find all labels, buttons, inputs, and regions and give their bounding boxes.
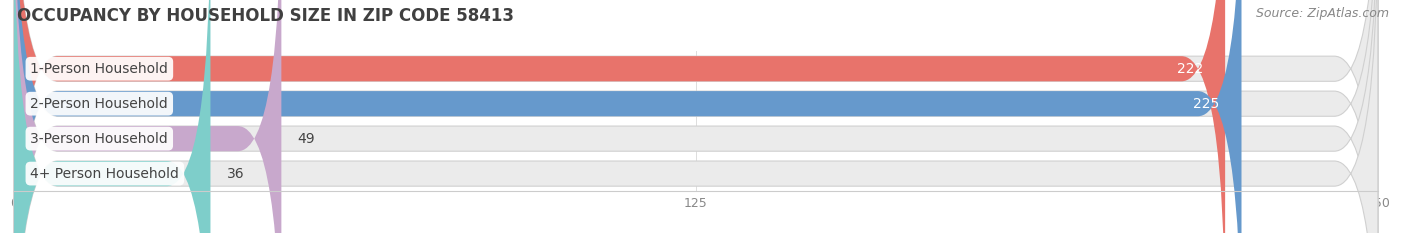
FancyBboxPatch shape [14, 0, 211, 233]
Text: 36: 36 [226, 167, 245, 181]
Text: 49: 49 [298, 132, 315, 146]
FancyBboxPatch shape [14, 0, 1378, 233]
FancyBboxPatch shape [14, 0, 1378, 233]
FancyBboxPatch shape [14, 0, 281, 233]
Text: OCCUPANCY BY HOUSEHOLD SIZE IN ZIP CODE 58413: OCCUPANCY BY HOUSEHOLD SIZE IN ZIP CODE … [17, 7, 513, 25]
Text: 3-Person Household: 3-Person Household [31, 132, 169, 146]
FancyBboxPatch shape [14, 0, 1225, 233]
Text: 225: 225 [1194, 97, 1219, 111]
Text: 222: 222 [1177, 62, 1204, 76]
Text: 1-Person Household: 1-Person Household [31, 62, 169, 76]
FancyBboxPatch shape [14, 0, 1378, 233]
Text: Source: ZipAtlas.com: Source: ZipAtlas.com [1256, 7, 1389, 20]
FancyBboxPatch shape [14, 0, 1241, 233]
Text: 4+ Person Household: 4+ Person Household [31, 167, 180, 181]
Text: 2-Person Household: 2-Person Household [31, 97, 169, 111]
FancyBboxPatch shape [14, 0, 1378, 233]
